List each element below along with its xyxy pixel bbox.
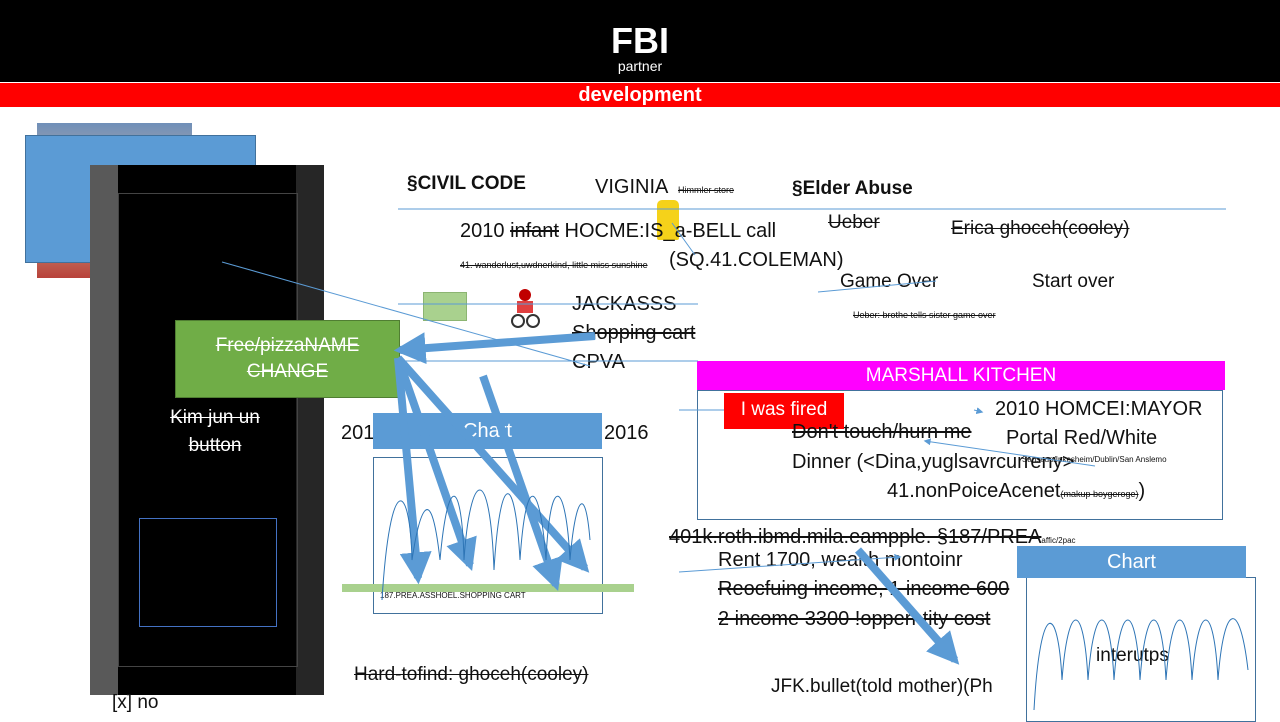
pizza-name-change-box[interactable]: Free/pizzaNAME CHANGE (175, 320, 400, 398)
chart2-frame (1026, 577, 1256, 722)
black-frame (90, 165, 324, 695)
portal-label: Portal Red/White (1006, 427, 1158, 449)
year-to-label: 2016 (604, 422, 649, 444)
401k-line: 401k.roth.ibmd.mila.eampple. §187/PREAaf… (669, 526, 1076, 548)
green-bar (342, 584, 634, 592)
shopping-cart-small: 187.PREA.ASSHOEL.SHOPPING CART (380, 591, 526, 600)
i-was-fired-label: I was fired (724, 393, 844, 429)
logo-subtitle: partner (617, 58, 663, 74)
pizza-name-change-label: Free/pizzaNAME CHANGE (215, 335, 360, 382)
sq41-coleman: (SQ.41.COLEMAN) (669, 249, 844, 271)
hard-to-find-label: Hard-tofind: ghoceh(cooley) (354, 664, 589, 685)
line-2010-hocme: 2010 infant HOCME:IS_a-BELL call (460, 220, 777, 242)
nonpolice-label: 41.nonPoiceAcenet(makup boygeroge)) (887, 480, 1146, 502)
x-no-label: [x] no (112, 692, 159, 713)
cpva-label: CPVA (572, 351, 625, 373)
small-green-thumbnail (423, 292, 467, 321)
thick-arrows (393, 332, 960, 665)
wanderlust-small: 41. wanderlust,uwdnerkind, little miss s… (460, 260, 648, 270)
interutps-label: interutps (1096, 645, 1169, 666)
yellow-shirt-icon (657, 200, 679, 240)
chart-scribble (381, 489, 591, 601)
thin-divider-lines (221, 208, 1226, 573)
marshall-kitchen-header: MARSHALL KITCHEN (697, 361, 1225, 390)
reocfuing-line: Reocfuing income, 1 income 600 (718, 578, 1010, 600)
sanseuo-small: Sanseuo/Ipkesheim/Dublin/San Anslemo (1022, 455, 1167, 464)
erica-label: Erica ghoceh(cooley) (951, 218, 1130, 239)
logo-title: FBI (611, 20, 669, 61)
start-over-label[interactable]: Start over (1032, 271, 1115, 292)
viginia-label: VIGINIA (595, 176, 669, 198)
elder-abuse-heading: §Elder Abuse (792, 178, 913, 199)
chart-header: Chart (373, 413, 602, 449)
chart2-header: Chart (1017, 546, 1246, 578)
development-banner: development (0, 83, 1280, 107)
game-over-label[interactable]: Game Over (840, 271, 939, 292)
kim-jun-un-button[interactable]: Kim jun un button (170, 407, 260, 456)
mayor-label: 2010 HOMCEI:MAYOR (995, 398, 1203, 420)
dinner-label: Dinner (<Dina,yuglsavrcurreny> (792, 451, 1075, 473)
himmler-label: Himmler store (678, 185, 735, 195)
chart2-scribble (1033, 618, 1249, 711)
header-bar (0, 0, 1280, 82)
ueber-brothe-note: Ueber: brothe tells sister game over (853, 310, 996, 320)
shopping-cart-label: Shopping cart (572, 322, 696, 344)
civil-code-heading: §CIVIL CODE (407, 173, 526, 194)
ueber-label: Ueber (828, 212, 880, 233)
jfk-line: JFK.bullet(told mother)(Ph (771, 676, 993, 697)
dont-touch-label: Don't touch/hurn me (792, 421, 972, 443)
marshall-box (697, 390, 1223, 520)
